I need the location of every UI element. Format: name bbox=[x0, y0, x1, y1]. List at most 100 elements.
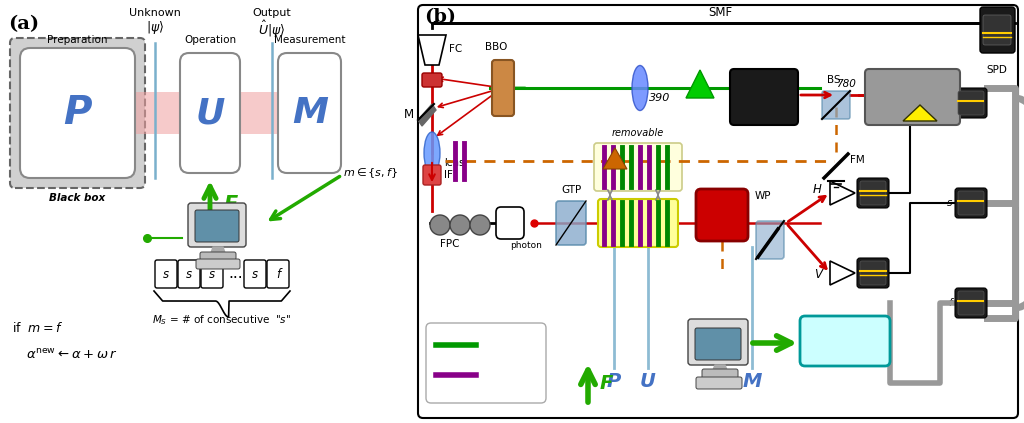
FancyBboxPatch shape bbox=[178, 260, 200, 288]
FancyBboxPatch shape bbox=[695, 328, 741, 360]
Text: V: V bbox=[814, 269, 822, 281]
FancyBboxPatch shape bbox=[418, 5, 1018, 418]
Text: P: P bbox=[62, 94, 91, 132]
Text: ⚠: ⚠ bbox=[915, 107, 925, 117]
Text: f: f bbox=[275, 267, 280, 280]
Text: s: s bbox=[209, 267, 215, 280]
Text: F: F bbox=[224, 195, 239, 215]
Text: PM: PM bbox=[709, 206, 735, 220]
Text: 780: 780 bbox=[836, 79, 856, 89]
Text: IF: IF bbox=[444, 170, 453, 180]
Text: (a): (a) bbox=[8, 15, 39, 33]
Text: FM: FM bbox=[850, 155, 864, 165]
Text: SPD: SPD bbox=[986, 65, 1008, 75]
FancyBboxPatch shape bbox=[860, 261, 886, 285]
Text: Preparation: Preparation bbox=[47, 35, 108, 45]
FancyBboxPatch shape bbox=[857, 178, 889, 208]
Text: F: F bbox=[600, 374, 613, 393]
FancyBboxPatch shape bbox=[180, 53, 240, 173]
FancyBboxPatch shape bbox=[594, 143, 682, 191]
FancyBboxPatch shape bbox=[426, 323, 546, 403]
Text: (b): (b) bbox=[424, 8, 456, 26]
FancyBboxPatch shape bbox=[267, 260, 289, 288]
FancyBboxPatch shape bbox=[496, 207, 524, 239]
Polygon shape bbox=[418, 104, 436, 126]
Text: $m \in \{s,f\}$: $m \in \{s,f\}$ bbox=[343, 166, 398, 180]
Polygon shape bbox=[418, 35, 446, 65]
Text: $\hat{U}|\psi\rangle$: $\hat{U}|\psi\rangle$ bbox=[258, 19, 286, 40]
FancyBboxPatch shape bbox=[196, 259, 240, 269]
FancyBboxPatch shape bbox=[756, 221, 784, 259]
FancyBboxPatch shape bbox=[958, 191, 984, 215]
Text: $M_S$ = # of consecutive  "$s$": $M_S$ = # of consecutive "$s$" bbox=[153, 313, 292, 327]
FancyBboxPatch shape bbox=[958, 291, 984, 315]
Polygon shape bbox=[830, 261, 855, 285]
Text: removable: removable bbox=[612, 128, 665, 138]
Text: TDC: TDC bbox=[827, 332, 862, 346]
FancyBboxPatch shape bbox=[10, 38, 145, 188]
FancyBboxPatch shape bbox=[556, 201, 586, 245]
Text: Operation: Operation bbox=[184, 35, 237, 45]
FancyBboxPatch shape bbox=[860, 181, 886, 205]
Text: WP: WP bbox=[755, 191, 771, 201]
Text: Measurement: Measurement bbox=[274, 35, 346, 45]
Circle shape bbox=[430, 215, 450, 235]
FancyBboxPatch shape bbox=[492, 60, 514, 116]
Text: Laser: Laser bbox=[886, 80, 925, 93]
Text: $|\psi\rangle$: $|\psi\rangle$ bbox=[145, 19, 164, 36]
FancyBboxPatch shape bbox=[983, 15, 1011, 45]
FancyBboxPatch shape bbox=[278, 53, 341, 173]
FancyBboxPatch shape bbox=[958, 91, 984, 115]
Ellipse shape bbox=[632, 66, 648, 110]
FancyBboxPatch shape bbox=[696, 377, 742, 389]
Text: Black box: Black box bbox=[49, 193, 105, 203]
FancyBboxPatch shape bbox=[200, 252, 236, 260]
Text: U: U bbox=[196, 96, 224, 130]
Polygon shape bbox=[686, 70, 714, 98]
Text: auxiliary beam: auxiliary beam bbox=[598, 143, 682, 153]
Text: QWP: QWP bbox=[481, 340, 508, 350]
Text: M: M bbox=[403, 107, 414, 121]
Text: $\alpha^{\mathrm{new}} \leftarrow \alpha + \omega\, r$: $\alpha^{\mathrm{new}} \leftarrow \alpha… bbox=[26, 348, 118, 362]
Text: s: s bbox=[163, 267, 169, 280]
FancyBboxPatch shape bbox=[155, 260, 177, 288]
FancyBboxPatch shape bbox=[195, 210, 239, 242]
FancyBboxPatch shape bbox=[20, 48, 135, 178]
Text: SMF: SMF bbox=[708, 6, 732, 19]
FancyBboxPatch shape bbox=[800, 316, 890, 366]
Text: HWP: HWP bbox=[481, 370, 507, 380]
FancyBboxPatch shape bbox=[730, 69, 798, 125]
FancyBboxPatch shape bbox=[696, 189, 748, 241]
Text: FPC: FPC bbox=[440, 239, 460, 249]
Text: Unknown: Unknown bbox=[129, 8, 181, 18]
FancyBboxPatch shape bbox=[688, 319, 748, 365]
Text: Output: Output bbox=[253, 8, 292, 18]
Text: SHG: SHG bbox=[745, 88, 782, 102]
Text: f: f bbox=[948, 298, 952, 308]
Text: M: M bbox=[292, 96, 328, 130]
Text: M: M bbox=[742, 371, 762, 390]
Text: U: U bbox=[640, 371, 656, 390]
Text: P: P bbox=[607, 371, 622, 390]
Text: s: s bbox=[186, 267, 193, 280]
Text: s: s bbox=[252, 267, 258, 280]
Polygon shape bbox=[211, 247, 225, 253]
Text: BBO: BBO bbox=[484, 42, 507, 52]
FancyBboxPatch shape bbox=[201, 260, 223, 288]
Text: t: t bbox=[948, 98, 952, 108]
FancyBboxPatch shape bbox=[865, 69, 961, 125]
FancyBboxPatch shape bbox=[702, 369, 738, 379]
FancyBboxPatch shape bbox=[423, 165, 441, 185]
Polygon shape bbox=[603, 148, 627, 169]
FancyBboxPatch shape bbox=[980, 7, 1015, 53]
FancyBboxPatch shape bbox=[857, 258, 889, 288]
Text: if  $m = f$: if $m = f$ bbox=[12, 321, 63, 335]
Text: FC: FC bbox=[449, 44, 462, 54]
Text: BS: BS bbox=[827, 75, 841, 85]
FancyBboxPatch shape bbox=[244, 260, 266, 288]
FancyBboxPatch shape bbox=[822, 91, 850, 119]
Text: H: H bbox=[813, 182, 822, 195]
Text: lens: lens bbox=[444, 158, 464, 168]
FancyBboxPatch shape bbox=[598, 199, 678, 247]
Circle shape bbox=[450, 215, 470, 235]
